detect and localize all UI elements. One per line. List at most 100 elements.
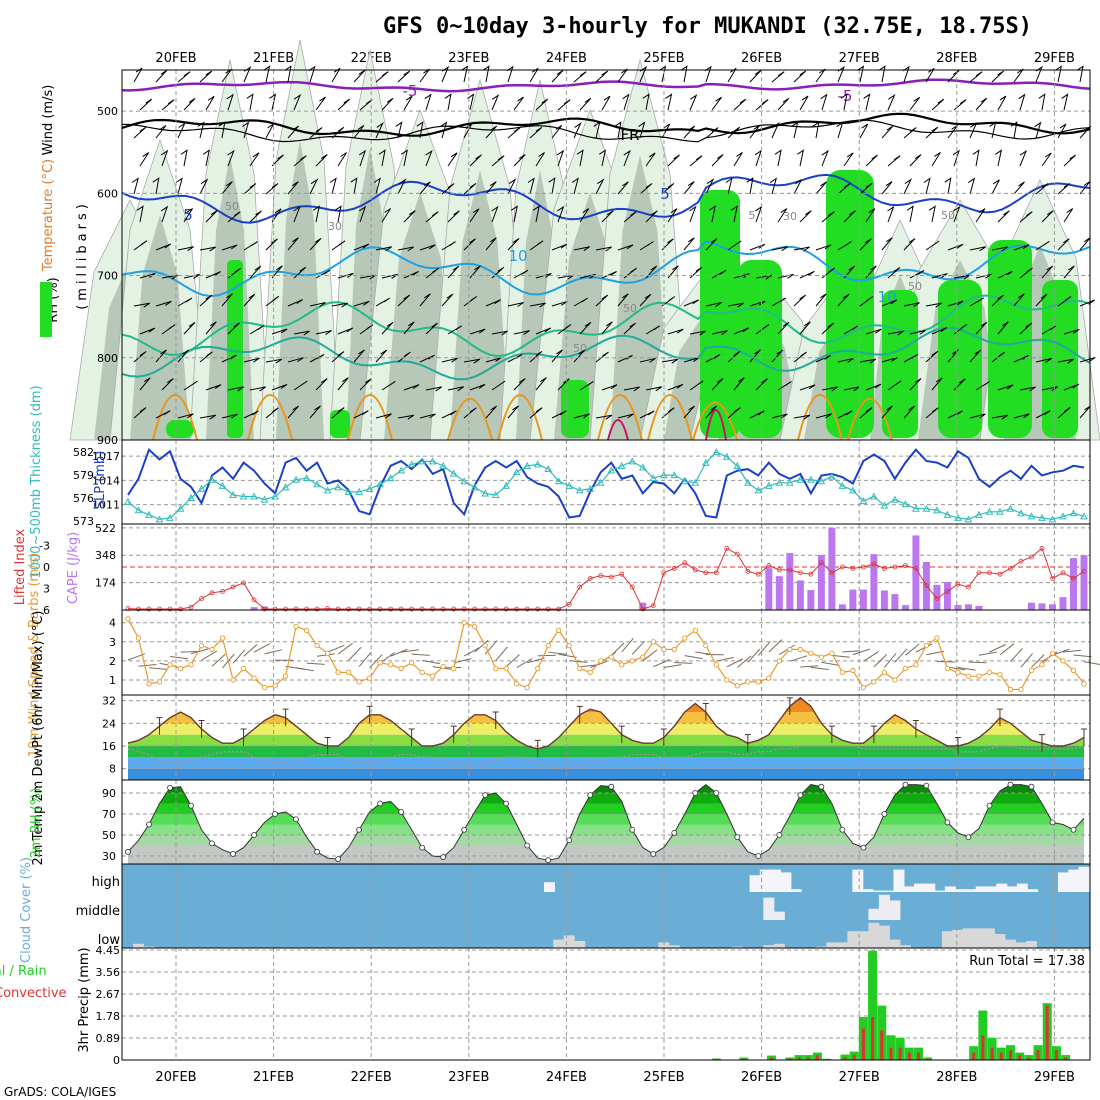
thickness-marker [250,492,258,500]
wind-barb [535,273,552,279]
thickness-tick: 573 [73,515,94,528]
surface-wind-barb [1020,653,1033,668]
wind-speed-marker [251,675,257,681]
wind-barb [815,413,832,419]
lifted-index-marker [430,606,436,612]
lifted-index-marker [703,570,709,576]
lifted-index-marker [640,606,646,612]
cloud-high-bar [1057,872,1069,892]
minmax-bar [492,711,499,729]
wind-barb [749,410,765,419]
lifted-index-marker [314,606,320,612]
wind-barb [265,295,280,307]
wind-barb [1013,413,1030,419]
lifted-index-marker [472,606,478,612]
wind-barb [1019,322,1033,335]
wind-speed-marker [1018,686,1024,693]
wind-barb [447,325,462,335]
rh-green-area [1042,280,1078,438]
precip-tick: 4.45 [96,944,121,957]
wind-barb [381,273,398,279]
surface-wind-barb [999,643,1015,656]
wind-barb [551,349,563,363]
cloud-low-bar [658,942,670,948]
wind-speed-marker [472,623,478,630]
minmax-bar [450,725,457,744]
thickness-marker [1048,515,1057,523]
rh-marker [188,802,194,809]
wind-barb [725,177,733,195]
rh-band [128,814,1084,825]
wind-speed-axis-label: 10m Wind Speed & Barbs (m/s) [27,553,42,758]
contour-label: -5 [403,82,418,100]
rh-marker [965,834,972,840]
lifted-index-marker [629,584,635,590]
cape-tick: 174 [95,577,116,590]
warm-contour [692,401,738,441]
cloud-high-bar [883,890,895,892]
wind-barb [183,97,196,111]
temp-band [128,768,1084,780]
wind-barb [645,265,658,279]
wind-barb [595,70,609,83]
lifted-index-marker [461,606,467,612]
wind-barb [337,272,354,279]
warm-contour [247,394,293,441]
wind-barb [799,210,812,223]
lifted-index-marker [987,570,992,576]
cloud-high-bar [749,875,761,892]
cloud-low-bar [973,928,985,948]
wind-barb [797,149,805,167]
temp-tick: 32 [102,695,116,708]
surface-wind-barb [537,654,556,657]
wind-barb [287,237,299,251]
surface-wind-barb [978,651,997,656]
wind-speed-marker [261,684,268,691]
wind-barb [601,321,613,335]
wind-barb [645,210,658,223]
warm-contour [597,394,643,441]
wind-barb [815,354,831,363]
wind-barb [529,407,543,419]
wind-speed-marker [1070,667,1077,674]
rh-marker [272,811,278,817]
thickness-marker [775,478,784,486]
wind-speed-marker [440,663,446,670]
wind-barb [506,65,514,83]
wind-barb [923,177,931,195]
cape-bar [1080,555,1088,610]
wind-barb [683,299,699,307]
surface-wind-barb [884,653,897,668]
warm-contour [647,394,693,441]
wind-barb [1063,154,1076,167]
panel-10m-wind: 1 2 3 4 10m Wind Speed & Barbs (m/s) [27,553,1100,758]
surface-wind-barb [610,642,625,657]
wind-barb [160,205,169,223]
rh-marker [944,819,951,826]
lifted-index-marker [829,570,835,576]
warm-contour [847,397,893,441]
wind-barb [507,237,520,251]
cape-bar [250,607,258,610]
wind-speed-marker [808,650,814,656]
thickness-marker [512,468,521,476]
surface-wind-barb [463,646,481,657]
thickness-marker [586,484,595,492]
cape-bar [1048,604,1056,610]
cloud-high-bar [903,886,915,892]
rh-marker [608,783,615,790]
thickness-marker [943,510,952,518]
surface-wind-barb [201,650,218,661]
wind-barb [1063,328,1080,335]
cloud-level-label: high [92,875,120,890]
surface-wind-barb [337,642,353,655]
thickness-marker [638,463,647,471]
wind-barb [859,296,874,307]
rh-marker [125,848,131,855]
thickness-marker [1027,512,1036,520]
warm-contour [797,394,843,441]
wind-barb [441,241,456,251]
wind-barb [334,205,342,223]
wind-speed-marker [776,658,782,664]
surface-wind-barb [232,649,246,664]
